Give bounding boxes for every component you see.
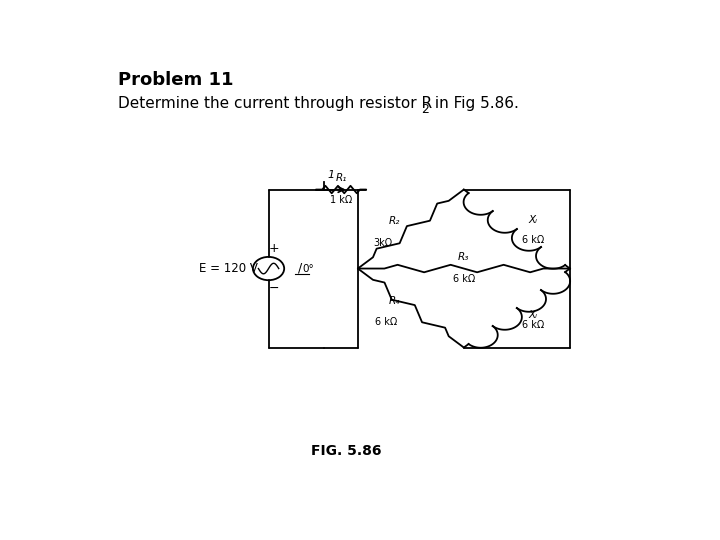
Text: Determine the current through resistor R: Determine the current through resistor R xyxy=(118,96,432,111)
Text: 6 kΩ: 6 kΩ xyxy=(453,274,475,284)
Text: Xₗ: Xₗ xyxy=(528,310,537,320)
Text: 0°: 0° xyxy=(302,265,314,274)
Text: FIG. 5.86: FIG. 5.86 xyxy=(312,444,382,458)
Text: E = 120 V: E = 120 V xyxy=(199,262,262,275)
Text: in Fig 5.86.: in Fig 5.86. xyxy=(430,96,518,111)
Text: 1: 1 xyxy=(327,171,334,180)
Text: R₂: R₂ xyxy=(388,215,400,226)
Text: /: / xyxy=(298,261,302,274)
Text: +: + xyxy=(269,242,279,255)
Text: R₃: R₃ xyxy=(458,252,469,262)
Text: R₁: R₁ xyxy=(336,173,347,183)
Text: 6 kΩ: 6 kΩ xyxy=(523,235,545,245)
Text: 2: 2 xyxy=(421,104,429,117)
Text: −: − xyxy=(269,282,279,295)
Text: 6 kΩ: 6 kΩ xyxy=(523,320,545,330)
Text: 3kΩ: 3kΩ xyxy=(373,238,392,248)
Text: Problem 11: Problem 11 xyxy=(118,71,233,89)
Text: 6 kΩ: 6 kΩ xyxy=(374,317,397,327)
Text: Xₗ: Xₗ xyxy=(528,215,537,225)
Text: 1 kΩ: 1 kΩ xyxy=(330,195,352,205)
Text: R₄: R₄ xyxy=(388,296,400,306)
